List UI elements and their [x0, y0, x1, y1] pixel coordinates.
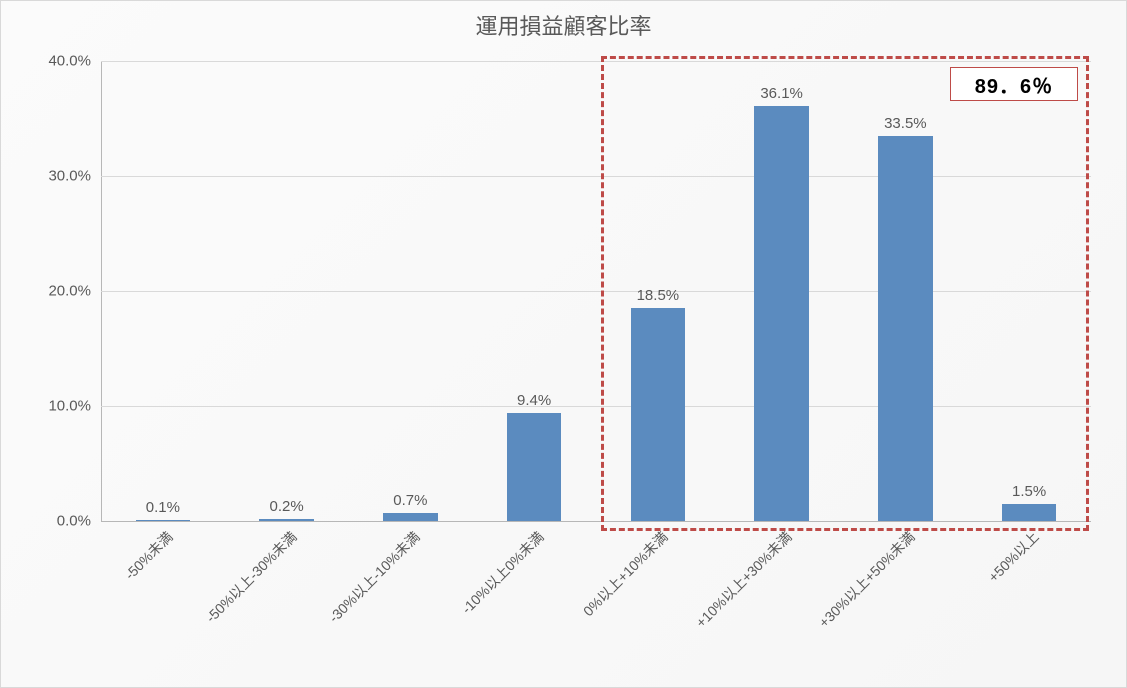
y-tick-label: 20.0%	[48, 283, 91, 300]
y-tick-label: 10.0%	[48, 398, 91, 415]
bar-value-label: 0.7%	[393, 492, 427, 509]
bar: 9.4%	[507, 413, 561, 521]
y-tick-label: 0.0%	[57, 513, 91, 530]
y-tick-label: 40.0%	[48, 53, 91, 70]
highlight-box: 89．6％	[601, 56, 1089, 531]
callout-text: 89．6％	[975, 70, 1053, 99]
y-tick-label: 30.0%	[48, 168, 91, 185]
x-tick-label: -30%以上-10%未満	[325, 527, 425, 627]
x-tick-label: -10%以上0%未満	[457, 527, 548, 618]
callout-box: 89．6％	[950, 67, 1078, 101]
x-tick-label: 0%以上+10%未満	[578, 527, 672, 621]
x-tick-label: +50%以上	[984, 527, 1044, 587]
x-tick-label: -50%未満	[120, 527, 177, 584]
plot-area: 89．6％ 0.0%10.0%20.0%30.0%40.0%0.1%-50%未満…	[101, 61, 1091, 521]
bar-value-label: 0.1%	[146, 499, 180, 516]
x-tick-label: +30%以上+50%未満	[815, 527, 920, 632]
bar-value-label: 9.4%	[517, 392, 551, 409]
bar: 0.1%	[136, 520, 190, 521]
chart-frame: 運用損益顧客比率 89．6％ 0.0%10.0%20.0%30.0%40.0%0…	[0, 0, 1127, 688]
x-tick-label: +10%以上+30%未満	[691, 527, 796, 632]
bar-value-label: 0.2%	[270, 498, 304, 515]
chart-title: 運用損益顧客比率	[1, 9, 1126, 41]
x-tick-label: -50%以上-30%未満	[201, 527, 301, 627]
bar: 0.2%	[259, 519, 313, 521]
bar: 0.7%	[383, 513, 437, 521]
